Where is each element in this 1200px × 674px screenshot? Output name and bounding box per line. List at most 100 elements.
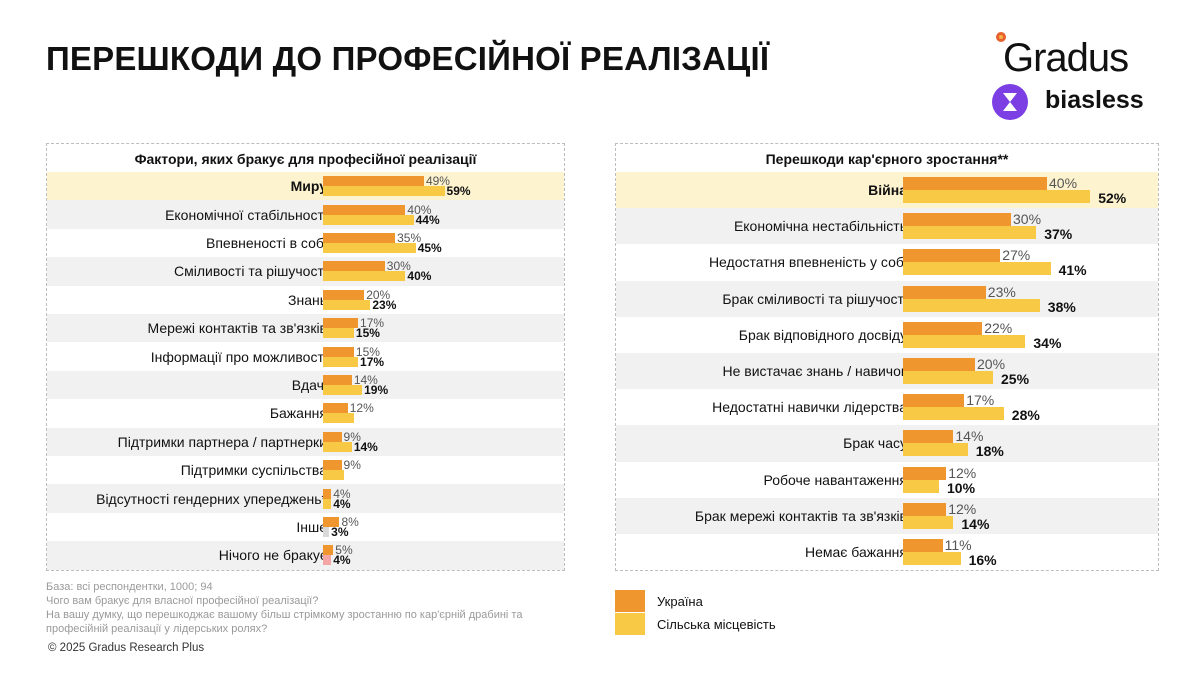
bar-rural: [323, 271, 406, 282]
bar-ukraine: [903, 213, 1011, 227]
value-label-ukraine: 8%: [341, 514, 359, 529]
bar-rural: [323, 328, 354, 339]
value-label-ukraine: 20%: [977, 356, 1006, 373]
chart-row: Немає бажання 11% 16%: [616, 534, 1158, 570]
category-label: Війна: [868, 182, 907, 199]
category-label: Немає бажання: [804, 544, 907, 561]
value-label-rural: 4%: [333, 496, 351, 511]
bar-rural: [903, 226, 1037, 240]
category-label: Підтримки суспільства: [180, 462, 327, 479]
bar-rural: [903, 334, 1026, 348]
category-label: Вдачі: [291, 376, 327, 393]
bar-rural: [323, 498, 332, 509]
footnote: База: всі респондентки, 1000; 94: [46, 581, 213, 593]
chart-row: Недостатня впевненість у собі 27% 41%: [616, 244, 1158, 280]
value-label-rural: 41%: [1058, 262, 1087, 279]
chart-row: Відсутності гендерних упереджень* 4% 4%: [47, 484, 564, 513]
bar-ukraine: [903, 430, 954, 444]
value-label-rural: 14%: [353, 439, 378, 454]
value-label-rural: 16%: [968, 552, 997, 569]
value-label-rural: 10%: [947, 479, 976, 496]
value-label-rural: 3%: [331, 524, 349, 539]
bar-ukraine: [323, 516, 340, 527]
chart-row: Вдачі 14% 19%: [47, 370, 564, 400]
copyright: © 2025 Gradus Research Plus: [48, 642, 205, 654]
value-label-ukraine: 14%: [955, 428, 984, 445]
value-label-rural: 40%: [407, 269, 432, 284]
value-label-rural: 52%: [1098, 190, 1127, 207]
footnote: Чого вам бракує для власної професійної …: [46, 595, 319, 607]
chart-row: Бажання 12%: [47, 399, 564, 427]
value-label-ukraine: 12%: [349, 401, 374, 416]
value-label-ukraine: 5%: [335, 543, 353, 558]
bar-rural: [323, 299, 371, 310]
value-label-ukraine: 40%: [1049, 175, 1078, 192]
chart-row: Сміливості та рішучості 30% 40%: [47, 257, 564, 286]
value-label-ukraine: 20%: [366, 287, 391, 302]
chart-row: Недостатні навички лідерства 17% 28%: [616, 389, 1158, 425]
hourglass-icon: [992, 84, 1028, 120]
footnote: професійній реалізації у лідерських роля…: [46, 623, 268, 635]
value-label-rural: 14%: [961, 515, 990, 532]
bar-ukraine: [323, 346, 354, 357]
category-label: Нічого не бракує: [218, 547, 327, 564]
bar-ukraine: [323, 374, 352, 385]
bar-rural: [903, 552, 961, 566]
biasless-logo: biasless: [1045, 86, 1144, 114]
value-label-rural: 15%: [355, 326, 380, 341]
value-label-rural: 37%: [1044, 226, 1073, 243]
value-label-ukraine: 9%: [343, 429, 361, 444]
bar-ukraine: [323, 289, 365, 300]
legend-label: Україна: [657, 594, 703, 609]
value-label-rural: 25%: [1001, 371, 1030, 388]
bar-rural: [903, 298, 1040, 312]
bar-rural: [323, 356, 359, 367]
bar-ukraine: [323, 403, 348, 414]
value-label-ukraine: 17%: [360, 316, 385, 331]
value-label-ukraine: 11%: [944, 537, 972, 554]
bar-ukraine: [323, 318, 359, 329]
category-label: Впевненості в собі: [206, 234, 327, 251]
value-label-rural: 4%: [333, 553, 351, 568]
chart-row: Війна 40% 52%: [616, 172, 1158, 209]
bar-ukraine: [323, 488, 332, 499]
bar-rural: [323, 242, 416, 253]
legend-swatch: [615, 590, 645, 612]
chart-row: Брак мережі контактів та зв'язків 12% 14%: [616, 497, 1158, 534]
value-label-ukraine: 14%: [353, 372, 378, 387]
bar-rural: [323, 413, 354, 424]
bar-ukraine: [903, 321, 983, 335]
chart-row: Інше 8% 3%: [47, 513, 564, 541]
bar-rural: [903, 443, 968, 457]
bar-rural: [903, 190, 1091, 204]
bar-rural: [903, 262, 1051, 276]
chart-row: Нічого не бракує 5% 4%: [47, 541, 564, 570]
bar-ukraine: [323, 232, 396, 243]
chart-row: Впевненості в собі 35% 45%: [47, 229, 564, 257]
chart-row: Робоче навантаження 12% 10%: [616, 462, 1158, 498]
chart-title: Перешкоди кар'єрного зростання**: [765, 151, 1009, 167]
chart-row: Миру 49% 59%: [47, 172, 564, 201]
category-label: Брак часу: [843, 435, 907, 452]
value-label-ukraine: 12%: [948, 464, 977, 481]
category-label: Економічна нестабільність: [733, 218, 907, 235]
value-label-rural: 19%: [364, 382, 389, 397]
value-label-rural: 59%: [446, 184, 471, 199]
bar-rural: [323, 214, 414, 225]
bar-ukraine: [903, 177, 1047, 191]
value-label-ukraine: 12%: [948, 500, 977, 517]
category-label: Сміливості та рішучості: [174, 263, 327, 280]
category-label: Брак сміливості та рішучості: [722, 290, 907, 307]
bar-ukraine: [323, 431, 342, 442]
bar-rural: [323, 526, 330, 537]
legend-swatch: [615, 613, 645, 635]
category-label: Миру: [290, 178, 327, 195]
category-label: Відсутності гендерних упереджень*: [96, 490, 327, 507]
legend-item-ukraine: Україна: [615, 590, 815, 612]
bar-ukraine: [903, 394, 965, 408]
bar-rural: [323, 555, 332, 566]
bar-rural: [323, 441, 352, 452]
bar-rural: [903, 407, 1004, 421]
chart-title: Фактори, яких бракує для професійної реа…: [134, 151, 477, 167]
value-label-rural: 38%: [1047, 298, 1076, 315]
